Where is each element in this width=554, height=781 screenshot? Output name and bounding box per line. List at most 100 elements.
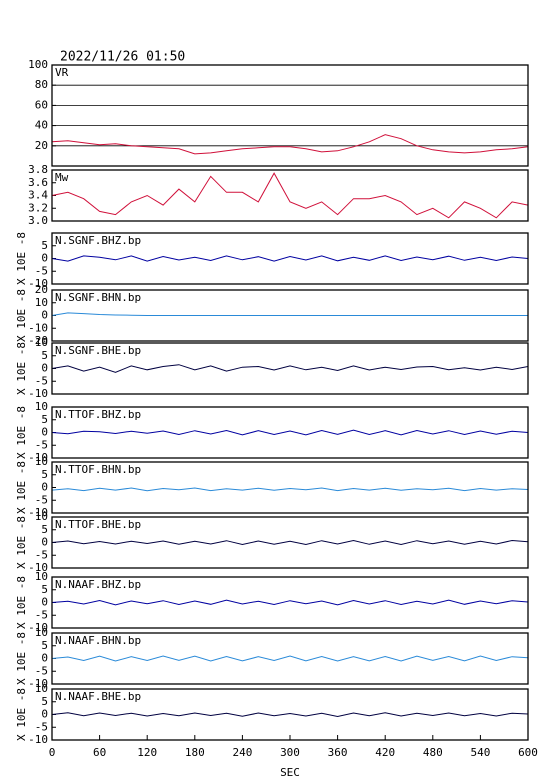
panel-frame (51, 232, 529, 285)
y-tick-label: 100 (28, 58, 48, 71)
y-tick-label: -20 (28, 334, 48, 347)
y-tick-label: 0 (41, 596, 48, 609)
y-tick-label: 10 (35, 455, 48, 468)
y-tick-label: -5 (35, 664, 48, 677)
panel-frame (51, 64, 529, 167)
y-axis-label: X 10E -8 (15, 342, 28, 395)
panel-label: N.TTOF.BHE.bp (55, 518, 141, 531)
x-tick-label: 480 (423, 746, 443, 759)
y-tick-label: -5 (35, 493, 48, 506)
y-tick-label: 5 (41, 239, 48, 252)
y-tick-label: 10 (35, 336, 48, 349)
x-tick-label: 540 (470, 746, 490, 759)
x-tick-label: 600 (518, 746, 538, 759)
chart-title: 2022/11/26 01:50 (60, 50, 185, 65)
y-tick-label: 0 (41, 252, 48, 265)
y-tick-label: 10 (35, 626, 48, 639)
x-tick-label: 0 (49, 746, 56, 759)
y-tick-label: -5 (35, 374, 48, 387)
y-tick-label: 0 (41, 426, 48, 439)
y-axis-label: X 10E -8 (15, 461, 28, 514)
y-tick-label: 3.8 (28, 163, 48, 176)
y-axis-label: X 10E -8 (15, 576, 28, 629)
y-tick-label: -5 (35, 720, 48, 733)
x-tick-label: 180 (185, 746, 205, 759)
panel-label: N.TTOF.BHZ.bp (55, 408, 141, 421)
y-tick-label: -10 (28, 621, 48, 634)
y-tick-label: 10 (35, 296, 48, 309)
y-tick-label: 0 (41, 481, 48, 494)
x-tick-label: 300 (280, 746, 300, 759)
y-tick-label: -10 (28, 387, 48, 400)
y-axis-label: X 10E -8 (15, 688, 28, 741)
x-tick-label: 120 (137, 746, 157, 759)
data-line (51, 429, 529, 436)
y-tick-label: -10 (28, 677, 48, 690)
data-line (51, 255, 529, 262)
data-line (51, 364, 529, 373)
panel-label: Mw (55, 171, 69, 184)
y-axis-label: X 10E -8 (15, 289, 28, 342)
data-line (51, 172, 529, 219)
y-tick-label: 0 (41, 362, 48, 375)
y-tick-label: 0 (41, 309, 48, 322)
y-tick-label: 80 (35, 78, 48, 91)
y-tick-label: 5 (41, 523, 48, 536)
panel-frame (51, 461, 529, 514)
x-tick-label: 360 (328, 746, 348, 759)
data-line (51, 599, 529, 606)
y-tick-label: -10 (28, 451, 48, 464)
panel-frame (51, 516, 529, 569)
panel-label: N.SGNF.BHZ.bp (55, 234, 141, 247)
panel-label: N.NAAF.BHE.bp (55, 690, 141, 703)
data-line (51, 539, 529, 546)
data-line (51, 712, 529, 718)
panel-label: N.NAAF.BHZ.bp (55, 578, 141, 591)
data-line (51, 312, 528, 316)
y-tick-label: 3.0 (28, 214, 48, 227)
y-tick-label: 40 (35, 119, 48, 132)
y-tick-label: -10 (28, 733, 48, 746)
y-tick-label: 3.4 (28, 189, 48, 202)
y-tick-label: 20 (35, 283, 48, 296)
y-axis-label: X 10E -8 (15, 516, 28, 569)
data-line (51, 134, 529, 155)
panel-label: N.NAAF.BHN.bp (55, 634, 141, 647)
y-tick-label: 10 (35, 570, 48, 583)
y-tick-label: -10 (28, 561, 48, 574)
y-axis-label: X 10E -8 (15, 406, 28, 459)
panel-label: N.SGNF.BHN.bp (55, 291, 141, 304)
y-axis-label: X 10E -8 (15, 632, 28, 685)
y-tick-label: 3.2 (28, 201, 48, 214)
y-tick-label: 3.6 (28, 176, 48, 189)
y-tick-label: 0 (41, 536, 48, 549)
y-tick-label: 10 (35, 400, 48, 413)
y-tick-label: 5 (41, 413, 48, 426)
y-tick-label: 10 (35, 510, 48, 523)
y-tick-label: -5 (35, 438, 48, 451)
panel-frame (51, 576, 529, 629)
y-tick-label: 0 (41, 652, 48, 665)
y-tick-label: -5 (35, 608, 48, 621)
panel-label: N.SGNF.BHE.bp (55, 344, 141, 357)
y-tick-label: 5 (41, 583, 48, 596)
y-tick-label: 5 (41, 349, 48, 362)
y-tick-label: -10 (28, 321, 48, 334)
data-line (51, 487, 529, 492)
panel-label: N.TTOF.BHN.bp (55, 463, 141, 476)
y-tick-label: -5 (35, 264, 48, 277)
y-tick-label: 5 (41, 695, 48, 708)
y-tick-label: 5 (41, 639, 48, 652)
y-tick-label: 5 (41, 468, 48, 481)
x-axis-label: SEC (280, 766, 300, 779)
y-tick-label: -10 (28, 277, 48, 290)
panel-frame (51, 342, 529, 395)
panel-frame (51, 289, 529, 342)
y-tick-label: -5 (35, 548, 48, 561)
panel-frame (51, 169, 529, 222)
y-tick-label: 20 (35, 139, 48, 152)
panel-label: VR (55, 66, 69, 79)
data-line (51, 655, 529, 662)
y-tick-label: 60 (35, 98, 48, 111)
